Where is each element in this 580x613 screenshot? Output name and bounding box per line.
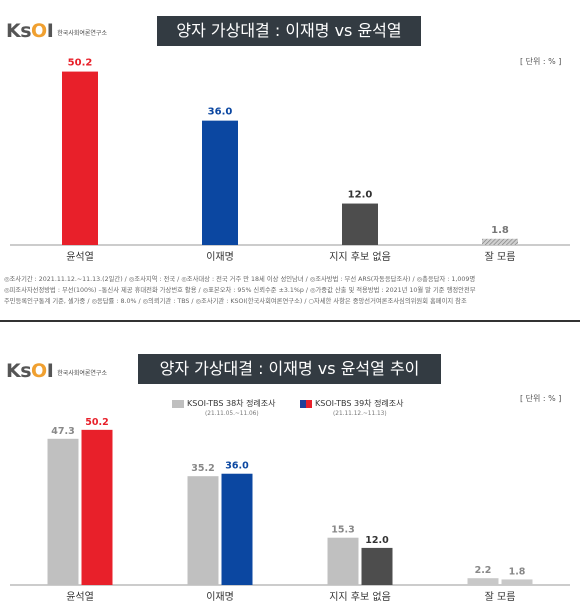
- chart-1-title: 양자 가상대결 : 이재명 vs 윤석열: [157, 16, 421, 46]
- ksoi-logo-2: KsOI 한국사회여론연구소: [6, 360, 107, 382]
- logo-letter: K: [6, 20, 21, 42]
- value-label-0: 50.2: [68, 58, 93, 69]
- bar-s0-0: [47, 438, 79, 585]
- chart-1-notes: ◎조사기간 : 2021.11.12.~11.13.(2일간) / ◎조사지역 …: [4, 274, 576, 307]
- bar-1: [202, 120, 238, 245]
- value-label-s0-1: 35.2: [191, 463, 214, 474]
- notes-line-2: ◎피조사자선정방법 : 무선(100%) –통신사 제공 휴대전화 가상번호 활…: [4, 287, 476, 294]
- value-label-s1-3: 1.8: [509, 566, 526, 577]
- legend-sub-38: (21.11.05.~11.06): [205, 411, 259, 417]
- legend-item-39: KSOI-TBS 39차 정례조사: [300, 398, 404, 409]
- bar-s0-3: [467, 578, 499, 585]
- chart-1-unit: [ 단위 : % ]: [520, 57, 562, 66]
- notes-line-3: 주민등록인구통계 기준, 셀가중 / ◎응답률 : 8.0% / ◎의뢰기관 :…: [4, 298, 467, 305]
- logo-subtitle: 한국사회여론연구소: [57, 29, 107, 37]
- chart-2-title: 양자 가상대결 : 이재명 vs 윤석열 추이: [138, 354, 441, 384]
- bar-2: [342, 203, 378, 245]
- category-label-1: 이재명: [206, 251, 234, 263]
- bar-3: [482, 238, 518, 245]
- logo-brand: KsOI: [6, 20, 54, 42]
- category-label-0: 윤석열: [66, 251, 94, 263]
- legend-swatch-39: [300, 399, 312, 408]
- chart-1-svg: 50.2 윤석열 36.0 이재명 12.0 지지 후보 없음 1.8 잘 모름: [10, 58, 570, 263]
- notes-line-1: ◎조사기간 : 2021.11.12.~11.13.(2일간) / ◎조사지역 …: [4, 276, 476, 283]
- legend-label-38: KSOI-TBS 38차 정례조사: [187, 399, 276, 408]
- bar-s0-2: [327, 537, 359, 585]
- category-label-2-1: 이재명: [206, 591, 234, 603]
- bar-s1-0: [81, 429, 113, 585]
- logo-letter: K: [6, 360, 21, 382]
- value-label-s1-2: 12.0: [365, 535, 389, 546]
- value-label-s1-0: 50.2: [85, 417, 108, 428]
- logo-brand-2: KsOI: [6, 360, 54, 382]
- category-label-2-0: 윤석열: [66, 591, 94, 603]
- category-label-2-3: 잘 모름: [485, 591, 516, 603]
- legend-item-38: KSOI-TBS 38차 정례조사: [172, 398, 276, 409]
- value-label-3: 1.8: [491, 225, 509, 236]
- category-label-2: 지지 후보 없음: [329, 250, 391, 263]
- bar-s0-1: [187, 476, 219, 585]
- bar-s1-1: [221, 473, 253, 585]
- value-label-2: 12.0: [348, 190, 373, 201]
- bar-s1-2: [361, 547, 393, 585]
- panel-divider: [0, 320, 580, 322]
- value-label-s0-0: 47.3: [51, 426, 74, 437]
- logo-letter: O: [31, 360, 47, 382]
- logo-letter: s: [20, 360, 32, 382]
- value-label-s0-2: 15.3: [331, 525, 354, 536]
- logo-letter: O: [31, 20, 47, 42]
- ksoi-logo: KsOI 한국사회여론연구소: [6, 20, 107, 42]
- value-label-s0-3: 2.2: [475, 565, 492, 576]
- chart-2-unit: [ 단위 : % ]: [520, 394, 562, 403]
- value-label-s1-1: 36.0: [225, 461, 249, 472]
- logo-letter: I: [46, 20, 54, 42]
- bar-s1-3: [501, 579, 533, 585]
- legend-swatch-38: [172, 399, 184, 408]
- category-label-2-2: 지지 후보 없음: [329, 590, 391, 603]
- value-label-1: 36.0: [208, 107, 233, 118]
- logo-subtitle-2: 한국사회여론연구소: [57, 369, 107, 377]
- category-label-3: 잘 모름: [485, 251, 516, 263]
- legend-sub-39: (21.11.12.~11.13): [333, 411, 387, 417]
- legend-label-39: KSOI-TBS 39차 정례조사: [315, 399, 404, 408]
- logo-letter: I: [46, 360, 54, 382]
- bar-0: [62, 71, 98, 245]
- logo-letter: s: [20, 20, 32, 42]
- chart-panel-1: KsOI 한국사회여론연구소 양자 가상대결 : 이재명 vs 윤석열 [ 단위…: [0, 0, 580, 305]
